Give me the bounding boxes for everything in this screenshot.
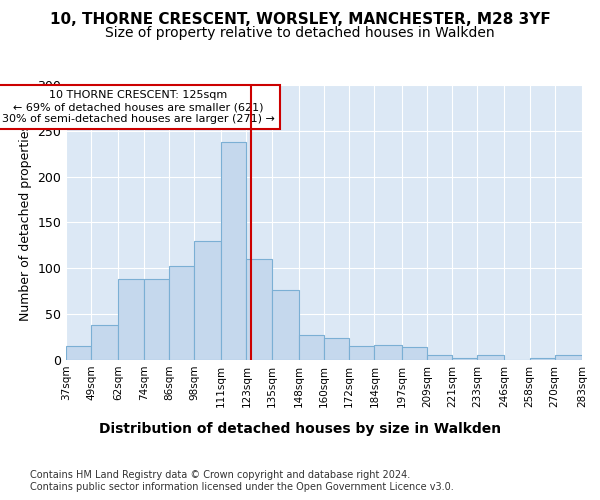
Bar	[427, 354, 452, 360]
Bar	[530, 358, 555, 360]
Text: Size of property relative to detached houses in Walkden: Size of property relative to detached ho…	[105, 26, 495, 40]
Text: Distribution of detached houses by size in Walkden: Distribution of detached houses by size …	[99, 422, 501, 436]
Text: Contains HM Land Registry data © Crown copyright and database right 2024.
Contai: Contains HM Land Registry data © Crown c…	[30, 470, 454, 492]
Text: 10, THORNE CRESCENT, WORSLEY, MANCHESTER, M28 3YF: 10, THORNE CRESCENT, WORSLEY, MANCHESTER…	[50, 12, 550, 28]
Bar	[118, 280, 143, 360]
Bar	[169, 266, 194, 360]
Bar	[194, 241, 221, 360]
Text: 10 THORNE CRESCENT: 125sqm
← 69% of detached houses are smaller (621)
30% of sem: 10 THORNE CRESCENT: 125sqm ← 69% of deta…	[2, 90, 275, 124]
Bar	[91, 325, 118, 360]
Bar	[401, 347, 427, 360]
Bar	[247, 259, 272, 360]
Bar	[299, 335, 324, 360]
Bar	[477, 356, 505, 360]
Y-axis label: Number of detached properties: Number of detached properties	[19, 124, 32, 321]
Bar	[374, 346, 401, 360]
Bar	[221, 142, 247, 360]
Bar	[272, 290, 299, 360]
Bar	[324, 338, 349, 360]
Bar	[555, 356, 582, 360]
Bar	[452, 358, 477, 360]
Bar	[349, 346, 374, 360]
Bar	[143, 280, 169, 360]
Bar	[66, 346, 91, 360]
